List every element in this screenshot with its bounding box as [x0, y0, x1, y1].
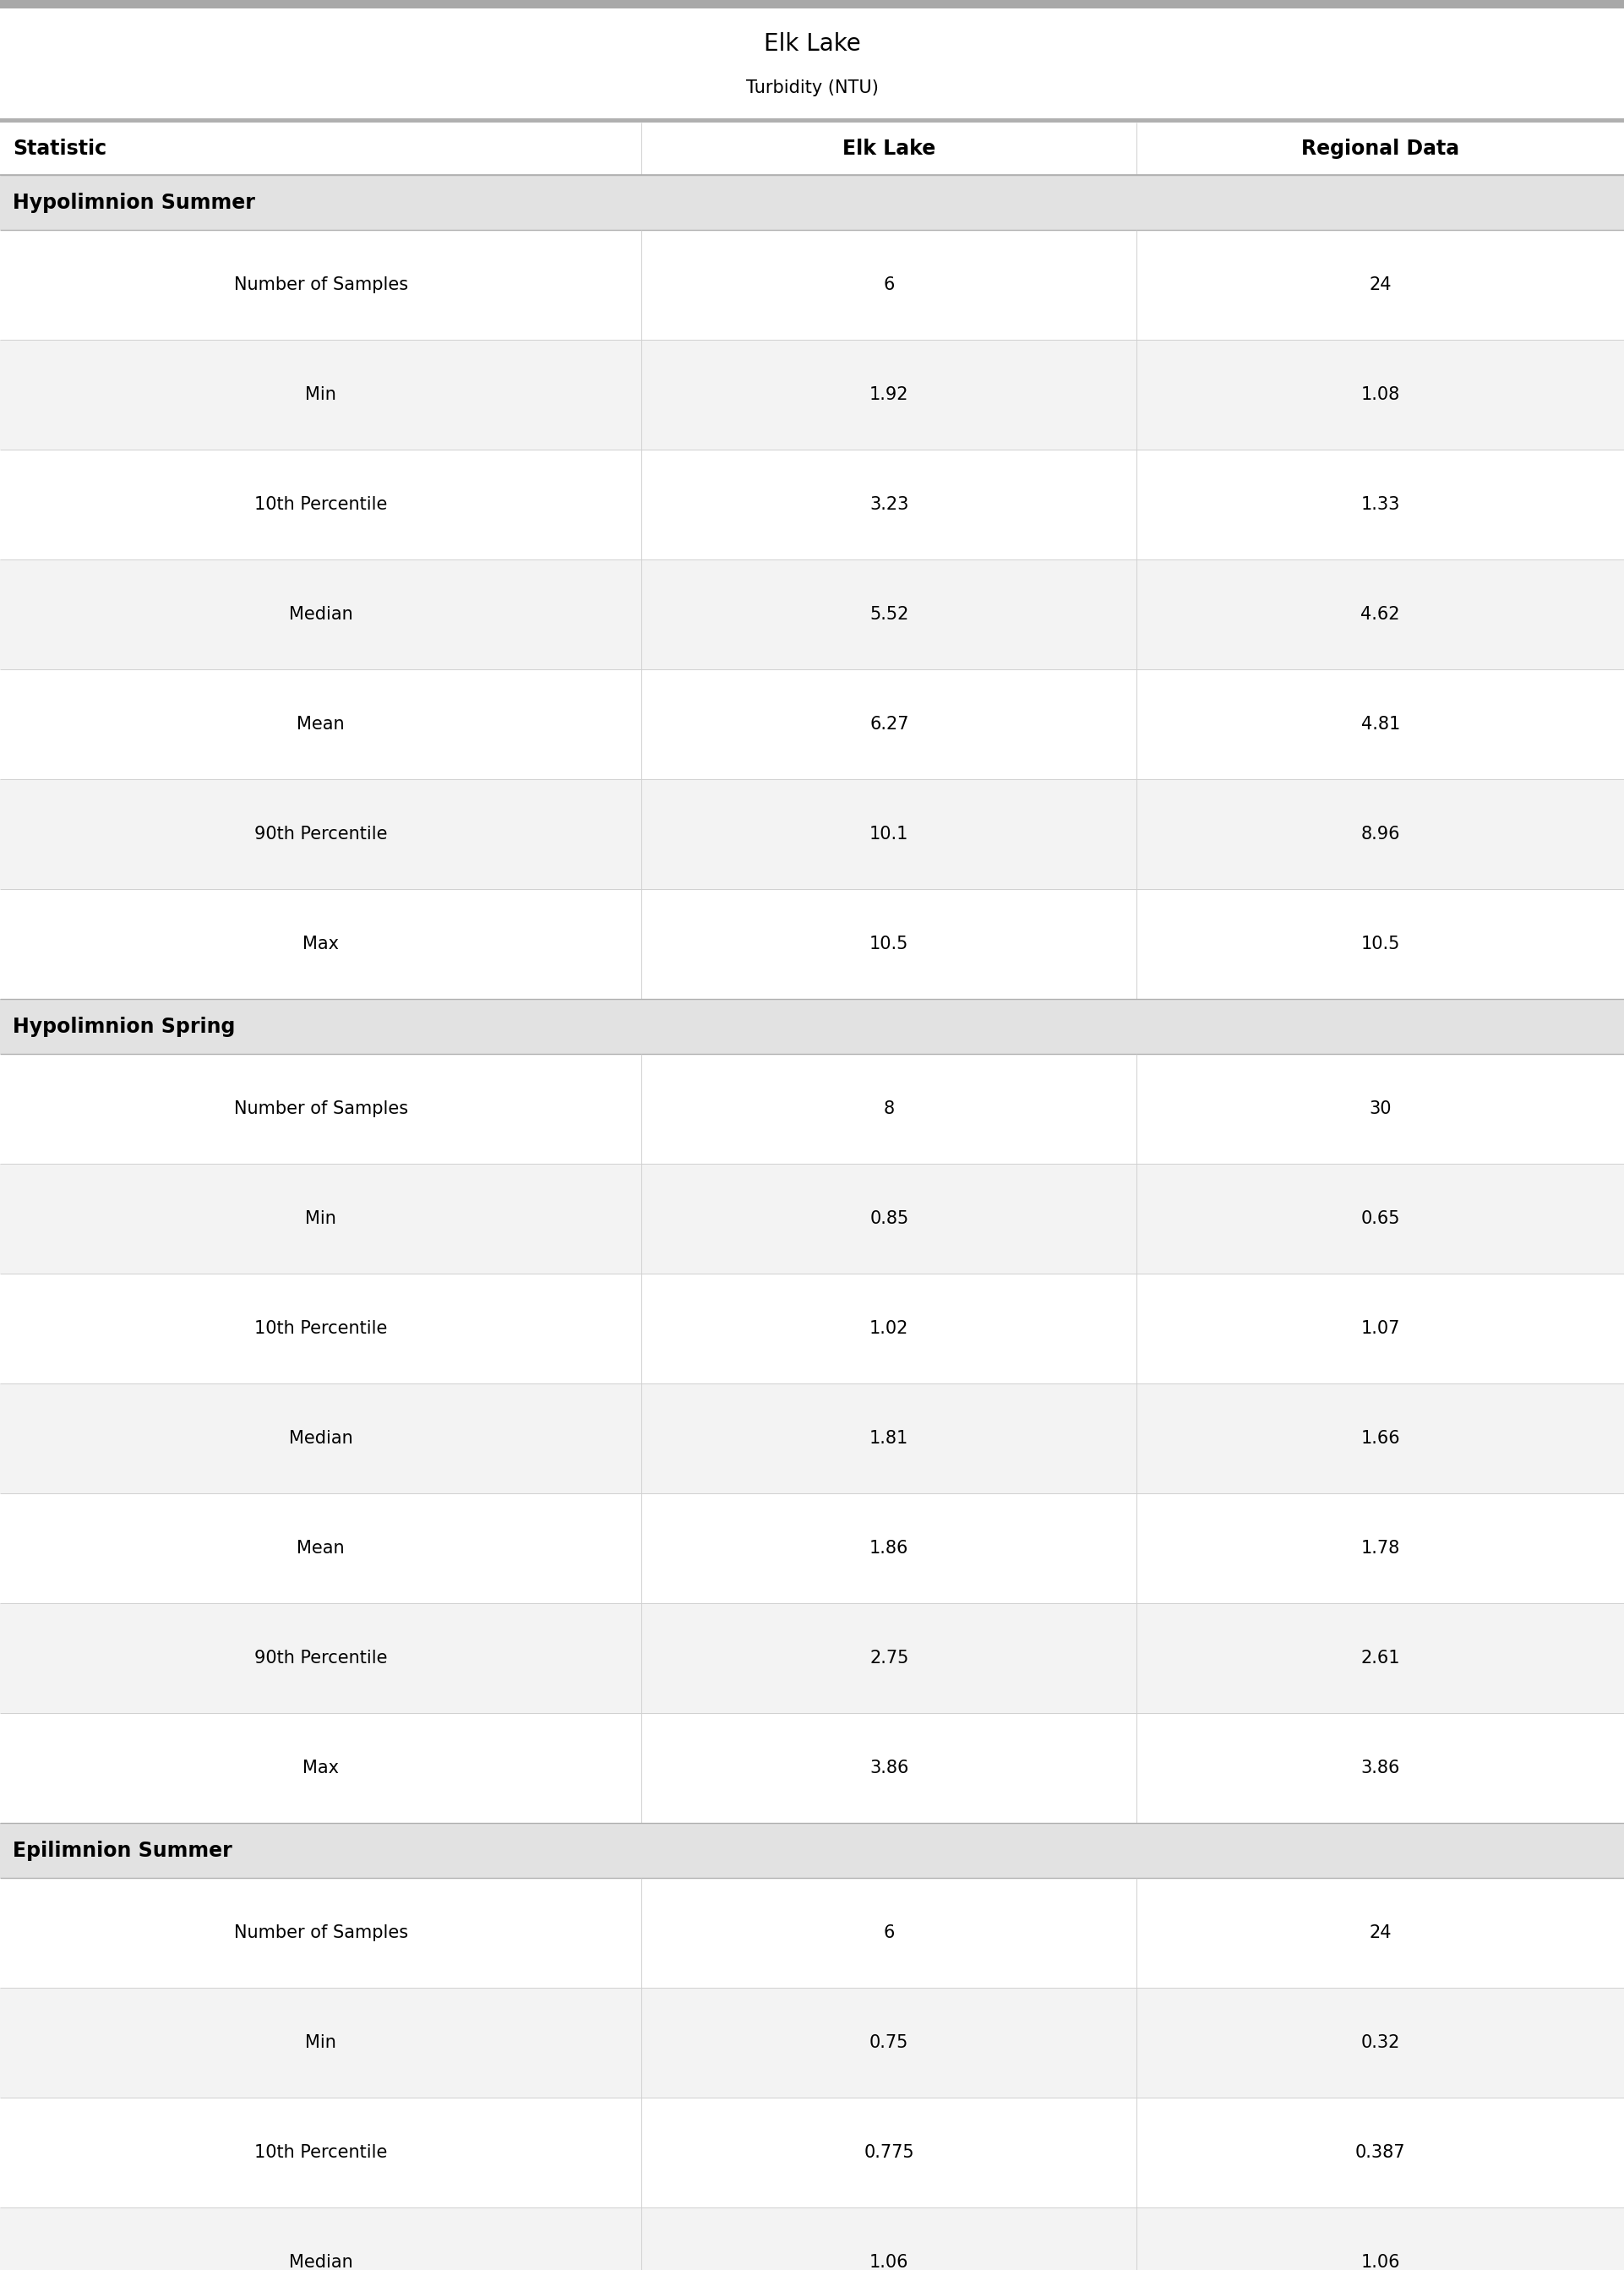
Bar	[0, 890, 1624, 999]
Text: 90th Percentile: 90th Percentile	[255, 1650, 387, 1666]
Text: 6: 6	[883, 1925, 895, 1941]
Bar	[0, 670, 1624, 779]
Bar	[0, 1494, 1624, 1603]
Text: Statistic: Statistic	[13, 138, 107, 159]
Text: Regional Data: Regional Data	[1301, 138, 1460, 159]
Text: 1.66: 1.66	[1361, 1430, 1400, 1446]
Bar	[0, 449, 1624, 558]
Bar	[0, 2206, 1624, 2270]
Text: 8: 8	[883, 1101, 895, 1117]
Text: Min: Min	[305, 2034, 336, 2052]
Text: 0.85: 0.85	[869, 1210, 909, 1228]
Text: 10th Percentile: 10th Percentile	[255, 1321, 387, 1337]
Bar	[0, 779, 1624, 890]
Text: Hypolimnion Spring: Hypolimnion Spring	[13, 1017, 235, 1037]
Bar	[0, 558, 1624, 670]
Bar	[0, 1877, 1624, 1989]
Bar	[0, 2097, 1624, 2206]
Text: Min: Min	[305, 386, 336, 404]
Text: 3.23: 3.23	[869, 497, 909, 513]
Text: 1.33: 1.33	[1361, 497, 1400, 513]
Text: 1.06: 1.06	[1361, 2254, 1400, 2270]
Text: 4.62: 4.62	[1361, 606, 1400, 622]
Text: 10.1: 10.1	[869, 826, 909, 842]
Text: 0.32: 0.32	[1361, 2034, 1400, 2052]
Text: 0.387: 0.387	[1356, 2145, 1405, 2161]
Text: 1.86: 1.86	[869, 1539, 909, 1557]
Text: 90th Percentile: 90th Percentile	[255, 826, 387, 842]
Text: Number of Samples: Number of Samples	[234, 277, 408, 293]
Bar	[0, 123, 1624, 175]
Text: 6: 6	[883, 277, 895, 293]
Text: Elk Lake: Elk Lake	[843, 138, 935, 159]
Text: 10th Percentile: 10th Percentile	[255, 2145, 387, 2161]
Text: 1.08: 1.08	[1361, 386, 1400, 404]
Text: 3.86: 3.86	[1361, 1759, 1400, 1777]
Text: Number of Samples: Number of Samples	[234, 1101, 408, 1117]
Text: 3.86: 3.86	[869, 1759, 909, 1777]
Text: Hypolimnion Summer: Hypolimnion Summer	[13, 193, 255, 213]
Text: 10.5: 10.5	[1361, 935, 1400, 953]
Text: 1.81: 1.81	[869, 1430, 909, 1446]
Bar	[0, 1382, 1624, 1494]
Text: 10th Percentile: 10th Percentile	[255, 497, 387, 513]
Bar	[0, 9, 1624, 118]
Bar	[0, 1165, 1624, 1273]
Text: Max: Max	[302, 1759, 339, 1777]
Text: 8.96: 8.96	[1361, 826, 1400, 842]
Bar	[0, 1273, 1624, 1382]
Text: Min: Min	[305, 1210, 336, 1228]
Bar	[0, 1989, 1624, 2097]
Text: 2.75: 2.75	[869, 1650, 909, 1666]
Bar	[0, 999, 1624, 1053]
Text: Elk Lake: Elk Lake	[763, 32, 861, 54]
Bar	[0, 1823, 1624, 1877]
Text: Max: Max	[302, 935, 339, 953]
Text: Mean: Mean	[297, 715, 344, 733]
Text: 4.81: 4.81	[1361, 715, 1400, 733]
Bar	[0, 1603, 1624, 1714]
Text: 1.02: 1.02	[869, 1321, 909, 1337]
Text: 0.75: 0.75	[869, 2034, 909, 2052]
Text: 1.78: 1.78	[1361, 1539, 1400, 1557]
Text: Epilimnion Summer: Epilimnion Summer	[13, 1841, 232, 1861]
Text: 2.61: 2.61	[1361, 1650, 1400, 1666]
Bar	[0, 1053, 1624, 1165]
Text: Turbidity (NTU): Turbidity (NTU)	[745, 79, 879, 95]
Text: 6.27: 6.27	[869, 715, 909, 733]
Text: Median: Median	[289, 1430, 352, 1446]
Text: 24: 24	[1369, 277, 1392, 293]
Text: Number of Samples: Number of Samples	[234, 1925, 408, 1941]
Bar	[0, 0, 1624, 9]
Text: 5.52: 5.52	[869, 606, 909, 622]
Bar	[0, 229, 1624, 340]
Bar	[0, 118, 1624, 123]
Text: 24: 24	[1369, 1925, 1392, 1941]
Text: Median: Median	[289, 606, 352, 622]
Bar	[0, 340, 1624, 449]
Text: Mean: Mean	[297, 1539, 344, 1557]
Text: 0.65: 0.65	[1361, 1210, 1400, 1228]
Bar	[0, 1714, 1624, 1823]
Text: Median: Median	[289, 2254, 352, 2270]
Text: 1.07: 1.07	[1361, 1321, 1400, 1337]
Text: 10.5: 10.5	[869, 935, 909, 953]
Text: 30: 30	[1369, 1101, 1392, 1117]
Bar	[0, 175, 1624, 229]
Text: 1.92: 1.92	[869, 386, 909, 404]
Text: 1.06: 1.06	[869, 2254, 909, 2270]
Text: 0.775: 0.775	[864, 2145, 914, 2161]
